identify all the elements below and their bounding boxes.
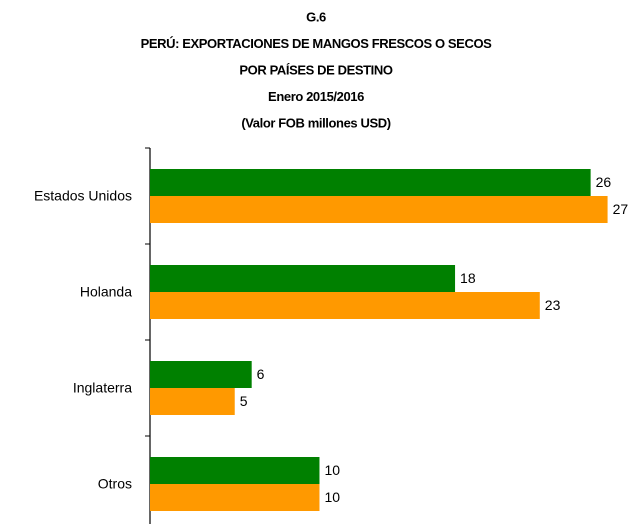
data-label: 10 <box>324 462 340 478</box>
bar <box>150 196 608 223</box>
bar <box>150 169 591 196</box>
chart-title: (Valor FOB millones USD) <box>241 115 390 130</box>
y-tick-label: Inglaterra <box>73 380 132 396</box>
data-label: 6 <box>257 366 265 382</box>
data-label: 27 <box>613 201 629 217</box>
bar <box>150 457 320 484</box>
bar <box>150 265 456 292</box>
chart-title: PERÚ: EXPORTACIONES DE MANGOS FRESCOS O … <box>141 36 493 51</box>
data-label: 18 <box>460 270 476 286</box>
data-label: 5 <box>240 393 248 409</box>
chart-title: G.6 <box>306 9 326 24</box>
chart-title: Enero 2015/2016 <box>268 89 364 104</box>
data-label: 10 <box>324 489 340 505</box>
bar <box>150 292 540 319</box>
data-label: 23 <box>545 297 561 313</box>
bar <box>150 484 320 511</box>
bar <box>150 361 252 388</box>
y-tick-label: Holanda <box>80 284 132 300</box>
y-tick-label: Estados Unidos <box>34 188 132 204</box>
bar <box>150 388 235 415</box>
data-label: 26 <box>596 174 612 190</box>
chart-title: POR PAÍSES DE DESTINO <box>239 62 392 77</box>
y-tick-label: Otros <box>98 476 132 492</box>
